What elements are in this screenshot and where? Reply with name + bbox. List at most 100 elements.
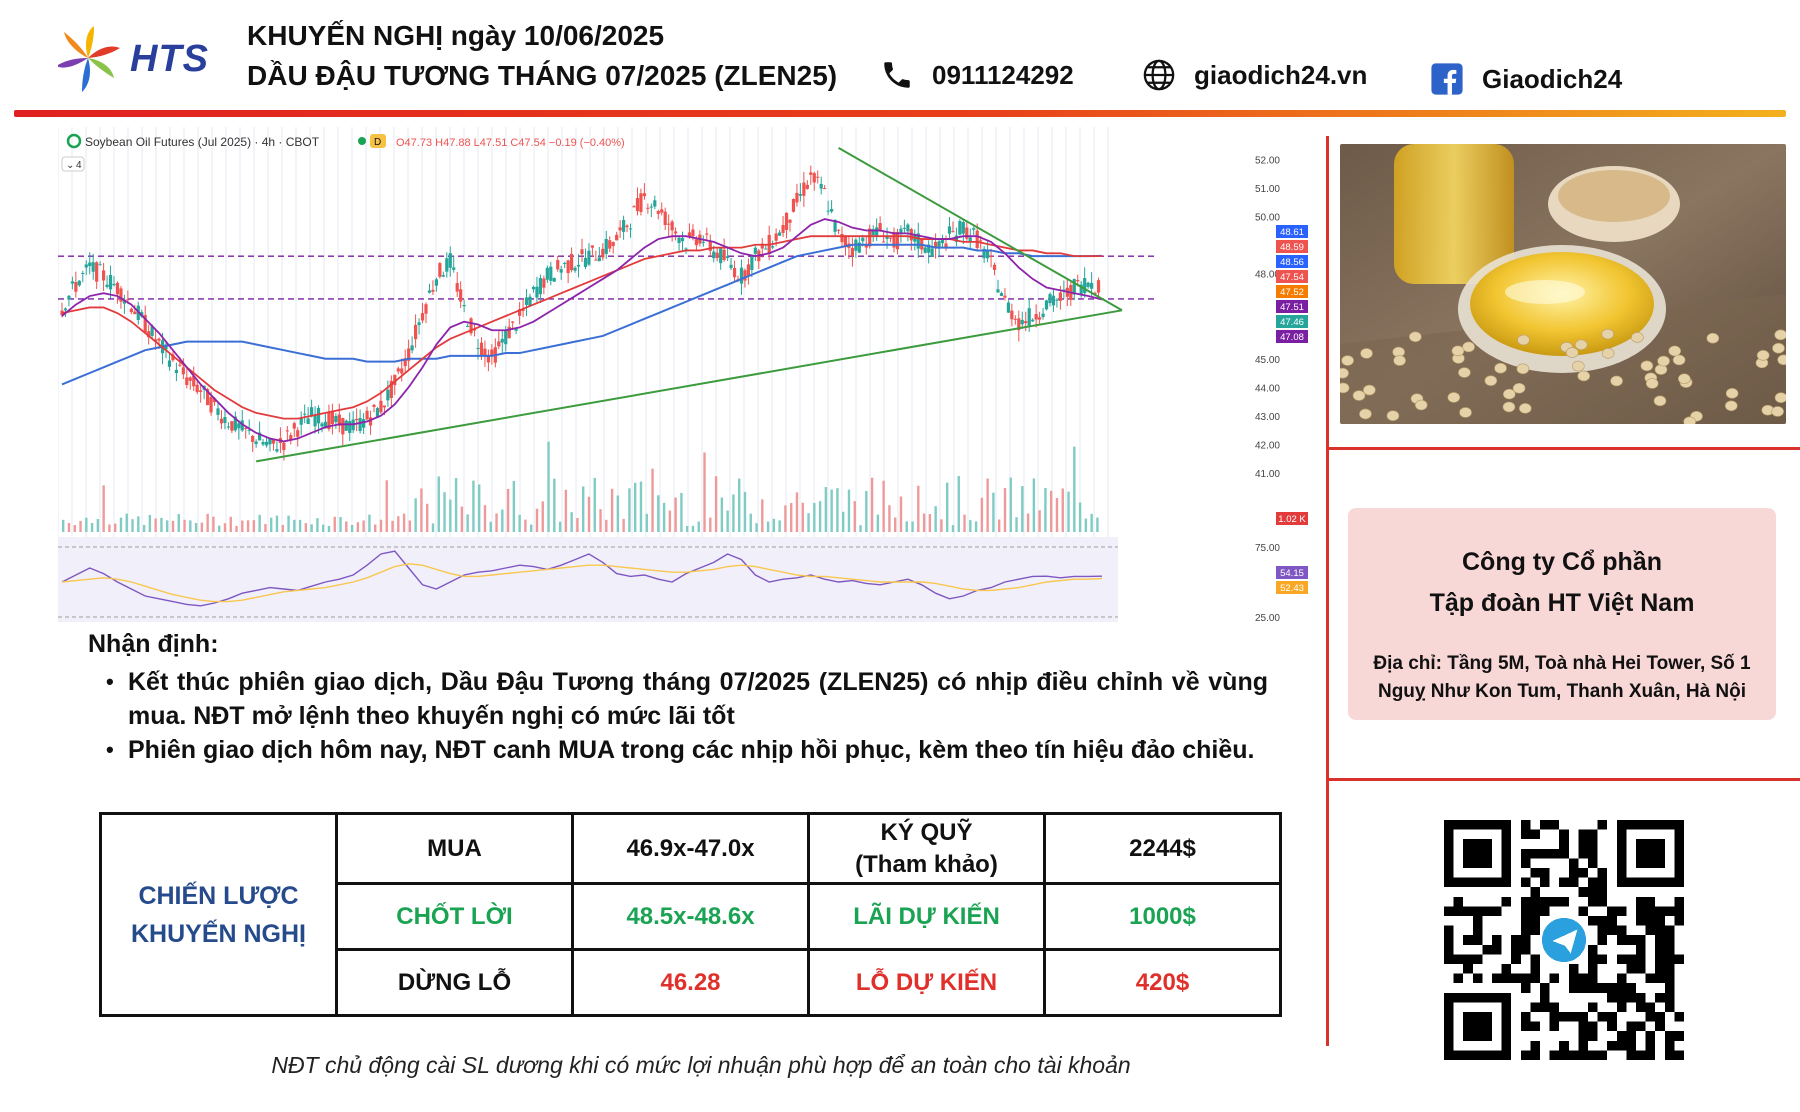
qr-module <box>1597 820 1608 830</box>
candle-body <box>171 354 175 361</box>
candle-body <box>944 243 948 249</box>
telegram-qr-code-icon[interactable] <box>1444 820 1684 1060</box>
osc-tag-label: 52.43 <box>1280 583 1304 594</box>
expected-profit-value: 1000$ <box>1043 882 1282 951</box>
volume-bar <box>327 525 331 532</box>
candle-body <box>112 283 116 286</box>
margin-label: KÝ QUỸ (Tham khảo) <box>807 812 1046 885</box>
hts-logo[interactable]: HTS <box>58 20 208 100</box>
candle-body <box>157 338 161 341</box>
candle-body <box>992 264 997 270</box>
qr-module <box>1511 954 1521 964</box>
facebook-link: Giaodich24 <box>1482 63 1623 94</box>
volume-bar <box>125 513 128 532</box>
soybean <box>1574 339 1588 351</box>
volume-bar <box>680 492 683 532</box>
soybean <box>1653 395 1667 407</box>
volume-bar <box>709 517 712 532</box>
volume-bar <box>922 513 926 532</box>
qr-module <box>1636 1002 1646 1012</box>
qr-module <box>1655 973 1665 984</box>
expected-profit-label: LÃI DỰ KIẾN <box>807 882 1046 951</box>
candle-body <box>261 441 265 445</box>
candle-body <box>940 238 945 244</box>
soybean <box>1458 367 1471 378</box>
facebook-icon <box>1431 63 1463 95</box>
candle-body <box>372 404 376 407</box>
qr-module <box>1549 896 1560 907</box>
qr-module <box>1645 906 1656 916</box>
candle-body <box>1034 314 1038 320</box>
candle-body <box>951 231 955 233</box>
facebook-contact[interactable]: Giaodich24 <box>1430 62 1622 96</box>
volume-bar <box>489 521 492 532</box>
candle-body <box>226 426 230 428</box>
candle-body <box>105 284 109 287</box>
qr-module <box>1664 954 1675 964</box>
volume-bar <box>114 523 117 532</box>
candle-body <box>930 248 934 257</box>
volume-tag-bg <box>1276 512 1308 525</box>
volume-bar <box>553 478 556 532</box>
volume-bar <box>102 485 105 532</box>
soybean <box>1706 332 1720 344</box>
qr-module <box>1655 935 1665 945</box>
qr-module <box>1645 925 1656 936</box>
indicator-toggle[interactable] <box>61 156 85 172</box>
candle-body <box>979 240 983 242</box>
qr-module <box>1655 906 1665 916</box>
qr-module <box>1472 973 1483 984</box>
candle-body <box>108 274 113 290</box>
volume-bar <box>194 523 198 532</box>
volume-bar <box>79 520 82 532</box>
qr-module <box>1616 1040 1627 1051</box>
y-tick-label: 50.00 <box>1255 212 1280 223</box>
volume-bar <box>304 523 308 532</box>
qr-module <box>1511 944 1521 955</box>
volume-bar <box>1061 488 1064 532</box>
qr-module <box>1540 896 1550 907</box>
qr-module <box>1530 868 1540 878</box>
osc-tick-label: 75.00 <box>1255 543 1280 554</box>
volume-bar <box>668 510 672 532</box>
candle-body <box>63 308 68 311</box>
website-contact[interactable]: giaodich24.vn <box>1142 58 1367 92</box>
volume-bar <box>385 480 388 532</box>
candle-body <box>462 305 466 307</box>
volume-bar <box>697 521 700 532</box>
qr-module <box>1636 896 1646 907</box>
oscillator-background <box>58 537 1118 622</box>
soybean <box>1724 400 1738 412</box>
qr-module <box>1492 944 1502 955</box>
candle-body <box>206 389 210 406</box>
candle-body <box>729 264 733 268</box>
price-tag-bg <box>1276 240 1308 253</box>
qr-module <box>1597 1012 1608 1022</box>
stop-loss-value: 46.28 <box>571 948 810 1017</box>
qr-module <box>1655 1021 1665 1032</box>
candle-body <box>427 290 432 293</box>
volume-bar <box>518 514 521 532</box>
qr-module <box>1578 1040 1588 1051</box>
phone-contact[interactable]: 0911124292 <box>880 58 1074 92</box>
volume-bar <box>287 515 290 532</box>
soybean <box>1516 363 1530 375</box>
qr-module <box>1664 983 1675 993</box>
candle-body <box>219 418 224 424</box>
qr-module <box>1655 916 1665 926</box>
candle-body <box>705 233 709 235</box>
volume-bar <box>957 476 960 532</box>
volume-bar <box>703 452 706 532</box>
candle-body <box>91 262 95 272</box>
soybean <box>1571 360 1585 372</box>
soybean <box>1512 382 1526 394</box>
volume-bar <box>784 505 787 532</box>
qr-module <box>1588 983 1598 993</box>
candle-body <box>1020 319 1024 325</box>
candle-body <box>674 231 678 234</box>
volume-bar <box>512 480 516 532</box>
price-chart[interactable]: 52.00 51.00 50.00 48.00 45.00 44.00 43.00 42.00… <box>58 127 1311 622</box>
analysis-bullet: Phiên giao dịch hôm nay, NĐT canh MUA tr… <box>88 733 1268 767</box>
candle-body <box>892 231 896 248</box>
qr-module <box>1559 829 1569 840</box>
